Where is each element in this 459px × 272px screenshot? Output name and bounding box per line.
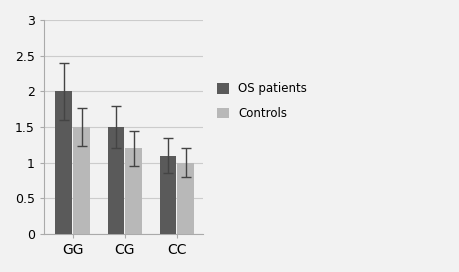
- Legend: OS patients, Controls: OS patients, Controls: [212, 78, 312, 125]
- Bar: [160, 156, 176, 234]
- Bar: [125, 149, 142, 234]
- Bar: [177, 163, 194, 234]
- Bar: [56, 91, 72, 234]
- Bar: [107, 127, 124, 234]
- Bar: [73, 127, 90, 234]
